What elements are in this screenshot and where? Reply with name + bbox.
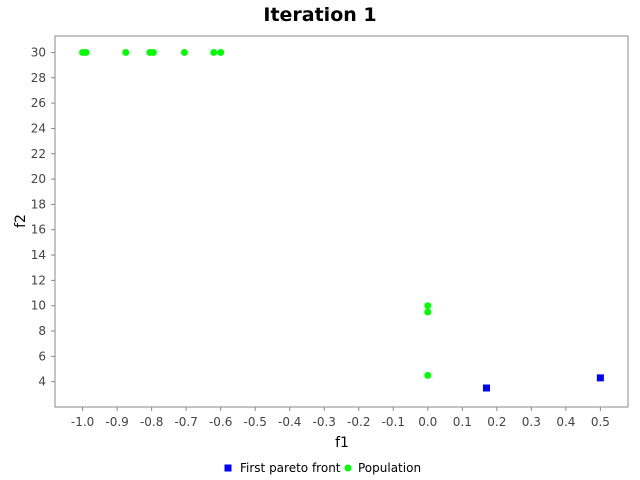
population-point	[180, 48, 188, 56]
x-tick-label: -0.6	[209, 415, 232, 429]
x-tick-label: -0.5	[243, 415, 266, 429]
pareto-front-point	[596, 374, 604, 382]
y-tick-label: 14	[31, 248, 46, 262]
y-tick-label: 4	[38, 375, 46, 389]
population-point	[424, 308, 432, 316]
plot-area	[54, 35, 629, 408]
y-tick-label: 6	[38, 349, 46, 363]
y-tick-label: 10	[31, 299, 46, 313]
x-tick-label: -0.3	[313, 415, 336, 429]
y-tick-label: 26	[31, 96, 46, 110]
population-point	[149, 48, 157, 56]
data-points	[79, 48, 604, 392]
x-tick-label: 0.0	[418, 415, 437, 429]
x-tick-label: -0.2	[347, 415, 370, 429]
x-tick-label: 0.3	[522, 415, 541, 429]
y-tick-label: 18	[31, 197, 46, 211]
y-axis-label: f2	[13, 214, 29, 228]
x-axis-label: f1	[335, 435, 349, 451]
y-tick-label: 12	[31, 273, 46, 287]
x-tick-label: -0.4	[278, 415, 301, 429]
population-point	[424, 371, 432, 379]
y-axis: 4 6 8 10 12 14 16 18 20 22 24 26 28 30	[31, 45, 55, 389]
population-point	[122, 48, 130, 56]
y-tick-label: 20	[31, 172, 46, 186]
legend-marker-population	[344, 464, 352, 472]
x-tick-label: 0.4	[556, 415, 575, 429]
population-point	[424, 302, 432, 310]
x-tick-label: -0.1	[382, 415, 405, 429]
y-tick-label: 8	[38, 324, 46, 338]
legend: First pareto front Population	[224, 461, 421, 475]
x-tick-label: -0.8	[140, 415, 163, 429]
chart-title: Iteration 1	[263, 4, 376, 26]
x-axis: -1.0 -0.9 -0.8 -0.7 -0.6 -0.5 -0.4 -0.3 -0.2 -0.1…	[71, 407, 610, 429]
y-tick-label: 24	[31, 121, 46, 135]
x-tick-label: 0.1	[453, 415, 472, 429]
legend-label: Population	[358, 461, 421, 475]
population-point	[217, 48, 225, 56]
x-tick-label: 0.5	[591, 415, 610, 429]
y-tick-label: 28	[31, 71, 46, 85]
pareto-front-point	[482, 384, 490, 392]
x-tick-label: 0.2	[487, 415, 506, 429]
y-tick-label: 30	[31, 45, 46, 59]
y-tick-label: 22	[31, 147, 46, 161]
population-point	[82, 48, 90, 56]
x-tick-label: -0.7	[174, 415, 197, 429]
legend-label: First pareto front	[240, 461, 341, 475]
x-tick-label: -0.9	[105, 415, 128, 429]
legend-marker-pareto	[224, 464, 232, 472]
x-tick-label: -1.0	[71, 415, 94, 429]
y-tick-label: 16	[31, 223, 46, 237]
population-point	[210, 48, 218, 56]
